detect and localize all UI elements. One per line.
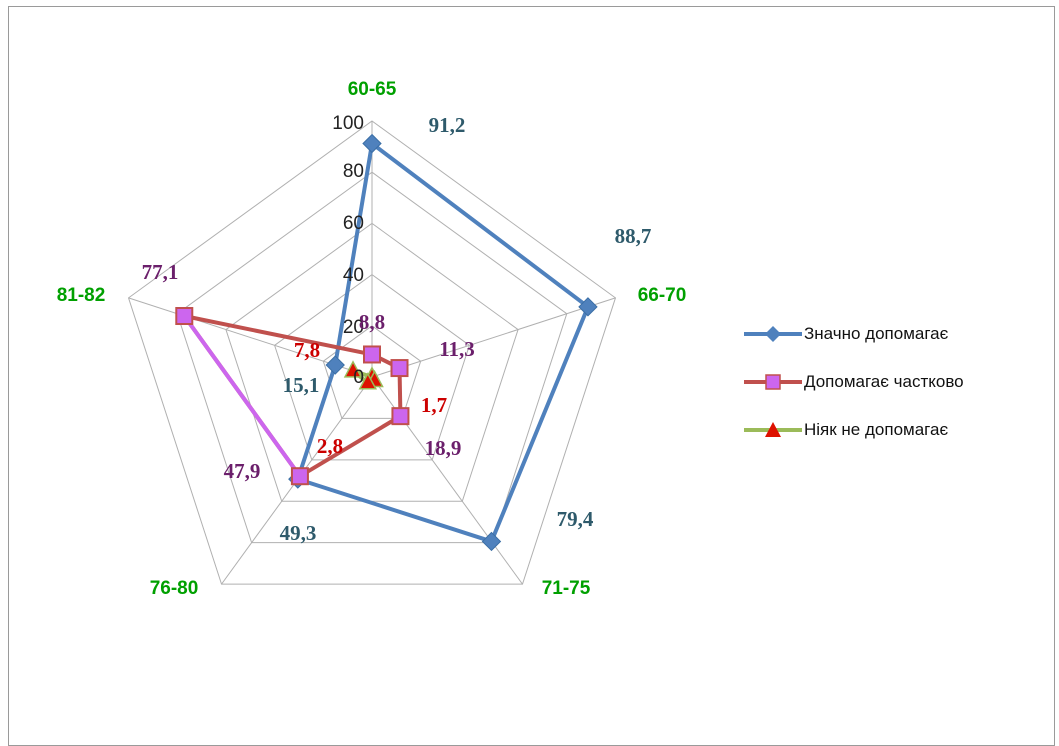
category-label-66-70: 66-70 — [638, 285, 687, 306]
data-point-s2-71-75[interactable] — [391, 407, 410, 426]
legend-label-series-2: Допомагає частково — [804, 372, 964, 391]
legend: Значно допомагає Допомагає частково Ніяк… — [742, 310, 1042, 454]
square-marker-icon — [744, 374, 802, 390]
legend-label-series-1: Значно допомагає — [804, 324, 949, 343]
data-point-s3-76-80[interactable] — [358, 372, 378, 390]
tick-label-100: 100 — [332, 113, 364, 134]
labels-layer: 60-65 66-70 71-75 76-80 81-82 0 20 40 60… — [57, 79, 687, 599]
legend-item-series-1[interactable]: Значно допомагає — [742, 310, 1042, 358]
data-label-s2-81-82: 77,1 — [142, 260, 179, 284]
data-label-s2-76-80: 47,9 — [224, 459, 261, 483]
tick-label-20: 20 — [343, 317, 364, 338]
category-label-60-65: 60-65 — [348, 79, 397, 100]
data-point-s1-81-82[interactable] — [325, 355, 345, 375]
tick-label-0: 0 — [353, 367, 364, 388]
tick-label-80: 80 — [343, 161, 364, 182]
legend-item-series-3[interactable]: Ніяк не допомагає — [742, 406, 1042, 454]
data-point-s2-66-70[interactable] — [390, 359, 409, 378]
spoke-66-70 — [371, 297, 616, 378]
series-line-1 — [295, 141, 590, 544]
data-label-s2-60-65: 8,8 — [359, 310, 385, 334]
data-label-s1-81-82: 15,1 — [283, 373, 320, 397]
data-point-s2-60-65[interactable] — [363, 345, 381, 364]
data-label-s1-76-80: 49,3 — [280, 521, 317, 545]
legend-label-series-3: Ніяк не допомагає — [804, 420, 949, 439]
data-label-s3-76-80: 2,8 — [317, 434, 343, 458]
grid-ring-20 — [322, 325, 422, 419]
data-point-s2-76-80[interactable] — [290, 467, 309, 486]
data-label-s1-60-65: 91,2 — [429, 113, 466, 137]
data-point-s1-66-70[interactable] — [578, 297, 598, 317]
data-point-s1-60-65[interactable] — [362, 133, 382, 154]
tick-label-40: 40 — [343, 265, 364, 286]
grid-ring-80 — [176, 171, 568, 544]
diamond-marker-icon — [744, 326, 802, 342]
grid-ring-100 — [127, 120, 617, 585]
data-label-s1-71-75: 79,4 — [557, 507, 594, 531]
data-label-s2-66-70: 11,3 — [439, 337, 475, 361]
tick-label-60: 60 — [343, 213, 364, 234]
grid-ring-40 — [274, 273, 470, 461]
data-point-s2-81-82[interactable] — [175, 307, 194, 326]
data-point-s3-81-82[interactable] — [343, 360, 363, 378]
data-label-s3-71-75: 1,7 — [421, 393, 447, 417]
legend-item-series-2[interactable]: Допомагає частково — [742, 358, 1042, 406]
series-layer — [175, 133, 598, 552]
series-line-2-highlight — [182, 314, 302, 478]
category-label-71-75: 71-75 — [542, 578, 591, 599]
data-label-s2-71-75: 18,9 — [425, 436, 462, 460]
category-label-81-82: 81-82 — [57, 285, 106, 306]
data-label-s1-66-70: 88,7 — [615, 224, 652, 248]
data-label-s3-81-82: 7,8 — [294, 338, 320, 362]
chart-area — [8, 6, 1055, 746]
triangle-marker-icon — [744, 422, 802, 437]
category-label-76-80: 76-80 — [150, 578, 199, 599]
data-point-s1-71-75[interactable] — [481, 531, 502, 552]
